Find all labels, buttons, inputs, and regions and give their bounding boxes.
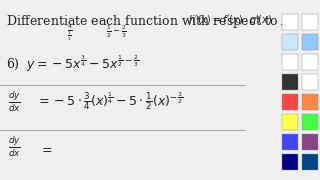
FancyBboxPatch shape [282,14,298,30]
FancyBboxPatch shape [282,134,298,150]
Text: Differentiate each function with respect to $x$.: Differentiate each function with respect… [6,13,292,30]
FancyBboxPatch shape [302,74,318,90]
FancyBboxPatch shape [282,34,298,50]
Text: $\frac{dy}{dx}$: $\frac{dy}{dx}$ [8,135,21,159]
Text: $\frac{1}{2} - \frac{2}{3}$: $\frac{1}{2} - \frac{2}{3}$ [106,23,127,40]
FancyBboxPatch shape [302,114,318,130]
Text: $= -5 \cdot \frac{3}{4}(x)^{\frac{1}{4}} - 5 \cdot \frac{1}{2}(x)^{-\frac{3}{2}}: $= -5 \cdot \frac{3}{4}(x)^{\frac{1}{4}}… [36,90,183,112]
FancyBboxPatch shape [302,34,318,50]
FancyBboxPatch shape [282,94,298,110]
Text: $=$: $=$ [39,142,53,155]
Text: $h'(x) = f'(x) \cdot g'(x)$: $h'(x) = f'(x) \cdot g'(x)$ [188,13,272,27]
FancyBboxPatch shape [302,94,318,110]
Text: $\frac{dy}{dx}$: $\frac{dy}{dx}$ [8,90,21,114]
FancyBboxPatch shape [282,74,298,90]
FancyBboxPatch shape [302,54,318,70]
Text: $\frac{4}{\frac{3}{1}}$: $\frac{4}{\frac{3}{1}}$ [67,23,73,43]
FancyBboxPatch shape [282,54,298,70]
Text: 6)  $y = -5x^{\frac{3}{4}} - 5x^{\frac{1}{2} - \frac{2}{3}}$: 6) $y = -5x^{\frac{3}{4}} - 5x^{\frac{1}… [6,54,139,74]
FancyBboxPatch shape [302,154,318,170]
FancyBboxPatch shape [302,14,318,30]
FancyBboxPatch shape [302,134,318,150]
FancyBboxPatch shape [282,114,298,130]
FancyBboxPatch shape [282,154,298,170]
